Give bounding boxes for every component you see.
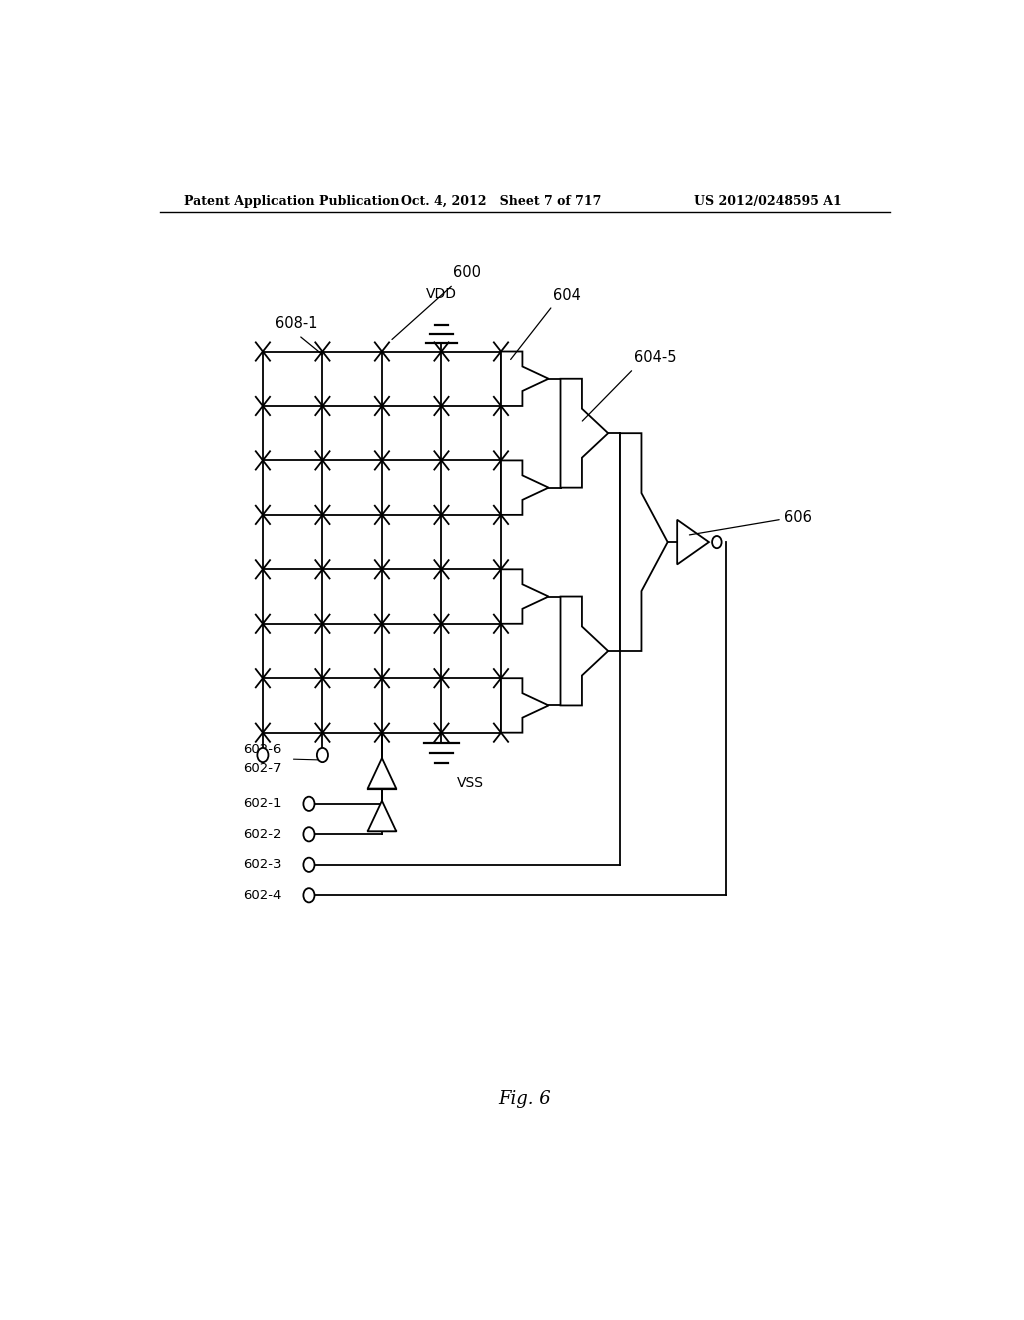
Text: 602-3: 602-3: [243, 858, 282, 871]
Circle shape: [303, 797, 314, 810]
Text: 602-6: 602-6: [243, 743, 282, 756]
Text: 608-1: 608-1: [274, 317, 317, 331]
Polygon shape: [620, 433, 668, 651]
Text: US 2012/0248595 A1: US 2012/0248595 A1: [694, 194, 842, 207]
Polygon shape: [560, 597, 608, 705]
Text: Oct. 4, 2012   Sheet 7 of 717: Oct. 4, 2012 Sheet 7 of 717: [400, 194, 601, 207]
Text: 602-1: 602-1: [243, 797, 282, 810]
Text: 600: 600: [454, 265, 481, 280]
Polygon shape: [501, 461, 549, 515]
Circle shape: [712, 536, 722, 548]
Circle shape: [257, 748, 268, 762]
Text: Patent Application Publication: Patent Application Publication: [183, 194, 399, 207]
Polygon shape: [501, 678, 549, 733]
Polygon shape: [560, 379, 608, 487]
Text: 604: 604: [553, 288, 581, 302]
Polygon shape: [368, 801, 396, 832]
Text: Fig. 6: Fig. 6: [499, 1089, 551, 1107]
Polygon shape: [368, 758, 396, 788]
Text: 602-4: 602-4: [243, 888, 282, 902]
Polygon shape: [501, 569, 549, 624]
Text: 602-7: 602-7: [243, 762, 282, 775]
Circle shape: [303, 858, 314, 873]
Text: 606: 606: [783, 510, 811, 524]
Circle shape: [316, 748, 328, 762]
Circle shape: [303, 888, 314, 903]
Polygon shape: [677, 520, 709, 565]
Polygon shape: [501, 351, 549, 407]
Circle shape: [303, 828, 314, 841]
Text: 604-5: 604-5: [634, 350, 676, 364]
Text: VSS: VSS: [458, 776, 484, 791]
Text: VDD: VDD: [426, 286, 457, 301]
Text: 602-2: 602-2: [243, 828, 282, 841]
